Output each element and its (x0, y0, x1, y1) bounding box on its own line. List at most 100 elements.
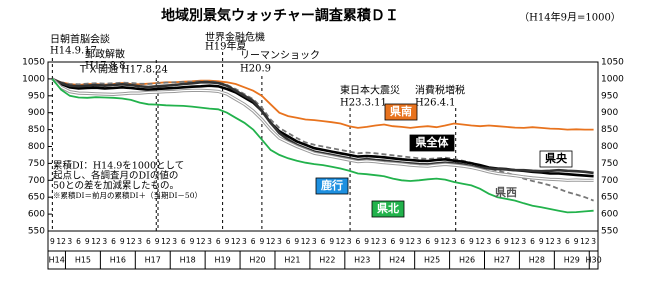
y-tick-label: 950 (28, 91, 45, 101)
series-label-box (371, 200, 405, 218)
event-label: 日朝首脳会談 (50, 33, 110, 46)
x-tick-label: 12 (231, 237, 241, 246)
x-tick-label: 3 (137, 237, 142, 246)
x-tick-label: 3 (312, 237, 317, 246)
x-tick-label: 12 (580, 237, 590, 246)
x-tick-label: 3 (591, 237, 596, 246)
y-tick-label: 800 (28, 142, 45, 152)
x-tick-label: 3 (417, 237, 422, 246)
year-label: H22 (319, 256, 335, 265)
x-tick-label: 6 (146, 237, 151, 246)
x-tick-label: 3 (556, 237, 561, 246)
series-label-box (539, 150, 573, 168)
y2-tick-label: 850 (601, 125, 618, 135)
x-tick-label: 6 (216, 237, 221, 246)
y2-tick-label: 750 (601, 159, 618, 169)
event-date: H20.9 (240, 64, 271, 75)
y2-tick-label: 600 (601, 210, 618, 220)
x-tick-label: 12 (301, 237, 311, 246)
x-tick-label: 12 (371, 237, 381, 246)
x-tick-label: 9 (469, 237, 474, 246)
y-tick-label: 1000 (22, 74, 45, 84)
x-tick-label: 6 (425, 237, 430, 246)
event-date: H17.8.8 (85, 61, 126, 72)
x-tick-label: 12 (406, 237, 416, 246)
x-tick-label: 3 (242, 237, 247, 246)
year-label: H30 (586, 256, 602, 265)
event-label: 消費税増税 (415, 84, 465, 97)
x-tick-label: 12 (196, 237, 206, 246)
x-tick-label: 6 (251, 237, 256, 246)
y-tick-label: 600 (28, 210, 45, 220)
x-tick-label: 12 (510, 237, 520, 246)
y-tick-label: 850 (28, 125, 45, 135)
series-line (52, 78, 594, 202)
x-tick-label: 9 (50, 237, 55, 246)
x-tick-label: 12 (545, 237, 555, 246)
x-tick-label: 9 (155, 237, 160, 246)
x-tick-label: 3 (102, 237, 107, 246)
x-tick-label: 9 (85, 237, 90, 246)
y2-tick-label: 550 (601, 227, 618, 237)
x-axis-box (47, 230, 599, 270)
x-tick-label: 3 (452, 237, 457, 246)
x-tick-label: 6 (460, 237, 465, 246)
event-date: H14.9.17 (50, 46, 97, 57)
x-tick-label: 9 (539, 237, 544, 246)
x-tick-label: 9 (190, 237, 195, 246)
x-tick-label: 6 (565, 237, 570, 246)
note-line: ※累積DI＝前月の累積DI＋（当期DI－50） (53, 190, 202, 200)
series-label: 県西 (495, 186, 517, 199)
y-tick-label: 650 (28, 193, 45, 203)
x-tick-label: 6 (111, 237, 116, 246)
year-label: H28 (529, 256, 545, 265)
year-label: H18 (180, 256, 196, 265)
chart-subtitle: （H14年9月=1000） (519, 11, 621, 24)
x-tick-label: 6 (286, 237, 291, 246)
year-label: H16 (110, 256, 126, 265)
year-label: H27 (494, 256, 510, 265)
note-line: 起点し、各調査月のDIの値の (53, 170, 178, 182)
chart-title: 地域別景気ウォッチャー調査累積ＤＩ (161, 7, 399, 24)
year-label: H23 (354, 256, 370, 265)
year-label: H24 (389, 256, 405, 265)
x-tick-label: 9 (294, 237, 299, 246)
x-tick-label: 9 (329, 237, 334, 246)
x-tick-label: 9 (225, 237, 230, 246)
note-line: 累積DI：H14.9を1000として (53, 160, 184, 172)
x-tick-label: 6 (530, 237, 535, 246)
event-date: H17.8.24 (121, 65, 168, 76)
y2-tick-label: 950 (601, 91, 618, 101)
series-label: 県央 (545, 151, 568, 165)
series-label: 県全体 (416, 135, 450, 149)
event-label: ＴＸ開通 (78, 64, 118, 76)
event-date: H19年夏 (205, 40, 246, 53)
x-tick-label: 9 (434, 237, 439, 246)
x-tick-label: 12 (475, 237, 485, 246)
y2-tick-label: 900 (601, 108, 618, 118)
x-tick-label: 9 (504, 237, 509, 246)
event-date: H23.3.11 (340, 98, 387, 109)
y-tick-label: 750 (28, 159, 45, 169)
series-label-box (409, 134, 455, 152)
series-line (51, 78, 594, 214)
x-tick-label: 6 (321, 237, 326, 246)
y-tick-label: 700 (28, 176, 45, 186)
x-tick-label: 3 (207, 237, 212, 246)
series-label: 県南 (390, 104, 412, 118)
event-label: 東日本大震災 (340, 84, 400, 97)
x-tick-label: 3 (67, 237, 72, 246)
y2-tick-label: 650 (601, 193, 618, 203)
y-tick-label: 550 (28, 227, 45, 237)
year-label: H20 (249, 256, 265, 265)
x-tick-label: 6 (76, 237, 81, 246)
event-date: H26.4.1 (415, 98, 456, 109)
series-label-box (384, 103, 418, 121)
x-tick-label: 12 (161, 237, 171, 246)
x-tick-label: 9 (259, 237, 264, 246)
x-tick-label: 6 (390, 237, 395, 246)
series-label: 県北 (377, 201, 399, 215)
year-label: H25 (424, 256, 440, 265)
event-label: 世界金融危機 (205, 31, 265, 44)
year-label: H17 (145, 256, 161, 265)
